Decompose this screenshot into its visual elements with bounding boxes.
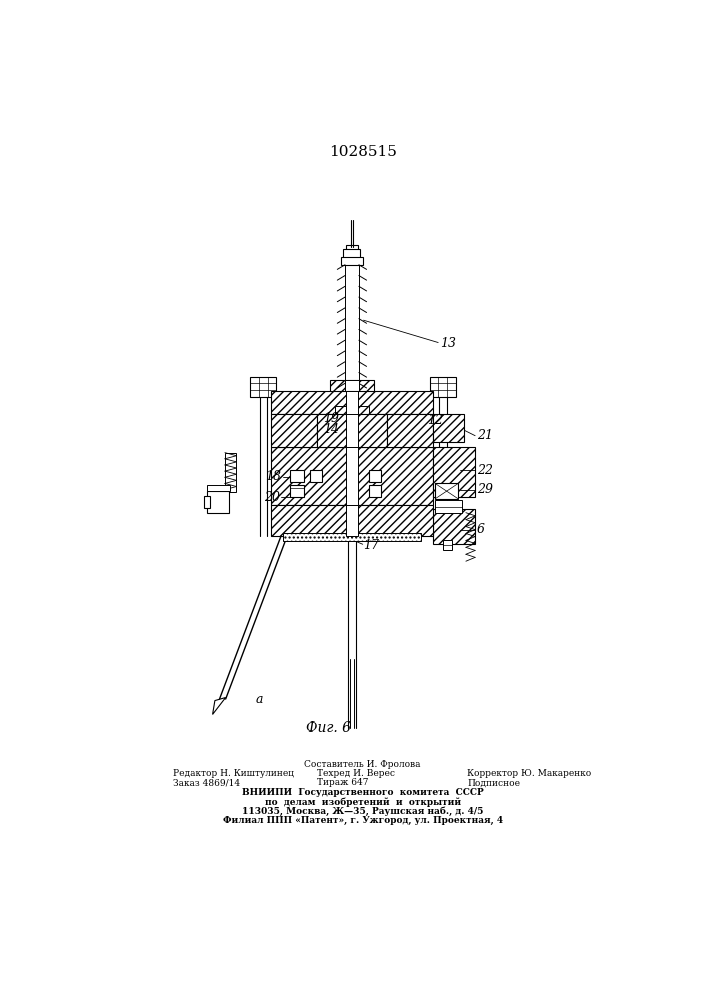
Text: 6: 6: [477, 523, 485, 536]
Text: по  делам  изобретений  и  открытий: по делам изобретений и открытий: [264, 797, 461, 807]
Bar: [346, 391, 358, 414]
Bar: [207, 485, 230, 491]
Text: 1028515: 1028515: [329, 145, 397, 159]
Bar: [291, 485, 304, 497]
Text: 113035, Москва, Ж—35, Раушская наб., д. 4/5: 113035, Москва, Ж—35, Раушская наб., д. …: [242, 807, 484, 816]
Bar: [433, 447, 475, 497]
Bar: [271, 391, 433, 414]
Bar: [225, 453, 236, 492]
Bar: [317, 414, 387, 447]
Bar: [346, 505, 358, 536]
Bar: [430, 377, 456, 397]
Text: 14: 14: [322, 423, 339, 436]
Bar: [341, 257, 363, 265]
Text: 22: 22: [477, 464, 493, 477]
Text: Подписное: Подписное: [467, 778, 520, 787]
Bar: [271, 447, 348, 505]
Bar: [369, 470, 381, 482]
Text: 21: 21: [477, 429, 493, 442]
Bar: [387, 414, 433, 447]
Bar: [369, 485, 381, 497]
Bar: [250, 377, 276, 397]
Text: 20: 20: [264, 491, 279, 504]
Bar: [207, 491, 229, 513]
Text: Тираж 647: Тираж 647: [317, 778, 369, 787]
Bar: [346, 447, 358, 505]
Bar: [356, 447, 433, 505]
Bar: [443, 540, 452, 550]
Text: Составитель И. Фролова: Составитель И. Фролова: [305, 760, 421, 769]
Bar: [346, 245, 358, 251]
Bar: [346, 414, 358, 447]
Text: Заказ 4869/14: Заказ 4869/14: [173, 778, 240, 787]
Bar: [283, 533, 421, 541]
Bar: [433, 509, 475, 544]
Text: 29: 29: [477, 483, 493, 496]
Bar: [435, 500, 462, 513]
Bar: [330, 380, 373, 393]
Text: a: a: [256, 693, 263, 706]
Text: 12: 12: [426, 414, 443, 427]
Bar: [345, 380, 359, 393]
Text: Фиг. 6: Фиг. 6: [306, 721, 351, 735]
Text: 19: 19: [322, 412, 339, 425]
Bar: [291, 470, 304, 482]
Text: Филиал ППП «Патент», г. Ужгород, ул. Проектная, 4: Филиал ППП «Патент», г. Ужгород, ул. Про…: [223, 816, 503, 825]
Bar: [344, 249, 361, 259]
Polygon shape: [213, 698, 226, 714]
Bar: [435, 483, 458, 499]
Bar: [433, 414, 464, 442]
Text: Техред И. Верес: Техред И. Верес: [317, 769, 395, 778]
Text: 18: 18: [265, 470, 281, 483]
Text: Редактор Н. Киштулинец: Редактор Н. Киштулинец: [173, 769, 294, 778]
Text: 13: 13: [440, 337, 457, 350]
Text: Корректор Ю. Макаренко: Корректор Ю. Макаренко: [467, 769, 592, 778]
Text: 17: 17: [363, 539, 380, 552]
Text: ВНИИПИ  Государственного  комитета  СССР: ВНИИПИ Государственного комитета СССР: [242, 788, 484, 797]
Bar: [204, 496, 210, 508]
Bar: [271, 505, 433, 536]
Bar: [335, 406, 369, 414]
Bar: [310, 470, 322, 482]
Bar: [271, 414, 317, 447]
